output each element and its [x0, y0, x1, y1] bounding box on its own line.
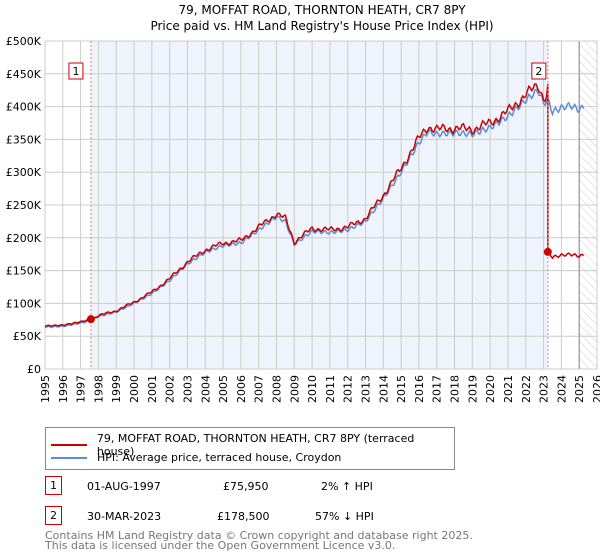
x-tick-label: 2020 — [484, 375, 497, 403]
price-legend-swatch — [51, 444, 87, 446]
plot-frame — [44, 40, 598, 370]
x-tick-label: 2006 — [235, 375, 248, 403]
y-tick-label: £200K — [6, 232, 42, 245]
footer-line-1: Contains HM Land Registry data © Crown c… — [45, 529, 473, 542]
y-tick-label: £500K — [6, 35, 42, 48]
transaction-row: 2 30-MAR-2023 £178,500 57% ↓ HPI — [45, 506, 445, 528]
chart-title: 79, MOFFAT ROAD, THORNTON HEATH, CR7 8PY — [178, 3, 466, 17]
y-tick-label: £150K — [6, 265, 42, 278]
sale-marker-badge: 1 — [45, 476, 62, 495]
x-tick-label: 2007 — [253, 375, 266, 403]
sale-hpi-delta: 57% ↓ HPI — [315, 510, 374, 523]
y-tick-label: £50K — [13, 330, 42, 343]
x-tick-label: 1995 — [39, 375, 52, 403]
x-tick-label: 1997 — [75, 375, 88, 403]
x-tick-label: 2025 — [573, 375, 586, 403]
sale-point — [543, 247, 552, 256]
y-tick-label: £350K — [6, 133, 42, 146]
x-tick-label: 2015 — [395, 375, 408, 403]
x-tick-label: 2019 — [466, 375, 479, 403]
sale-price: £75,950 — [223, 480, 269, 493]
x-tick-label: 2012 — [342, 375, 355, 403]
sale-marker-badge: 2 — [45, 506, 62, 525]
x-tick-label: 2016 — [413, 375, 426, 403]
x-tick-label: 2010 — [306, 375, 319, 403]
y-tick-label: £100K — [6, 297, 42, 310]
price-chart: 79, MOFFAT ROAD, THORNTON HEATH, CR7 8PY… — [6, 3, 600, 403]
x-tick-label: 2022 — [520, 375, 533, 403]
x-tick-label: 1999 — [110, 375, 123, 403]
x-tick-label: 2001 — [146, 375, 159, 403]
legend: 79, MOFFAT ROAD, THORNTON HEATH, CR7 8PY… — [45, 427, 455, 470]
x-tick-label: 2024 — [555, 375, 568, 403]
x-tick-label: 2014 — [377, 375, 390, 403]
x-tick-label: 2018 — [449, 375, 462, 403]
y-tick-label: £300K — [6, 166, 42, 179]
y-tick-label: £250K — [6, 199, 42, 212]
sale-label-box — [68, 62, 84, 80]
hpi-legend-swatch — [51, 456, 87, 459]
x-tick-label: 1996 — [57, 375, 70, 403]
hpi-line — [44, 88, 585, 329]
y-tick-label: £450K — [6, 68, 42, 81]
x-tick-label: 2009 — [288, 375, 301, 403]
sale-hpi-delta: 2% ↑ HPI — [321, 480, 373, 493]
x-tick-label: 1998 — [92, 375, 105, 403]
x-tick-label: 2021 — [502, 375, 515, 403]
x-tick-label: 2008 — [270, 375, 283, 403]
x-tick-label: 2005 — [217, 375, 230, 403]
footer-line-2: This data is licensed under the Open Gov… — [45, 539, 396, 552]
x-tick-label: 2011 — [324, 375, 337, 403]
x-tick-label: 2023 — [538, 375, 551, 403]
chart-subtitle: Price paid vs. HM Land Registry's House … — [150, 19, 493, 33]
y-tick-label: £400K — [6, 101, 42, 114]
sale-date: 30-MAR-2023 — [87, 510, 162, 523]
x-tick-label: 2013 — [360, 375, 373, 403]
y-tick-label: £0 — [27, 363, 41, 376]
sale-price: £178,500 — [217, 510, 270, 523]
x-tick-label: 2004 — [199, 375, 212, 403]
hpi-legend-label: HPI: Average price, terraced house, Croy… — [97, 451, 342, 464]
x-tick-label: 2000 — [128, 375, 141, 403]
price-legend-label: 79, MOFFAT ROAD, THORNTON HEATH, CR7 8PY… — [96, 432, 415, 458]
x-tick-label: 2003 — [181, 375, 194, 403]
footer: Contains HM Land Registry data © Crown c… — [45, 529, 473, 552]
sale-label: 2 — [535, 65, 542, 78]
sale-label: 1 — [72, 65, 79, 78]
price-line — [44, 83, 585, 328]
x-tick-label: 2026 — [591, 375, 600, 403]
sale-point — [86, 315, 95, 324]
x-tick-label: 2017 — [431, 375, 444, 403]
x-tick-label: 2002 — [164, 375, 177, 403]
sale-label-box — [531, 62, 547, 80]
transaction-row: 1 01-AUG-1997 £75,950 2% ↑ HPI — [45, 476, 445, 498]
sale-date: 01-AUG-1997 — [87, 480, 161, 493]
